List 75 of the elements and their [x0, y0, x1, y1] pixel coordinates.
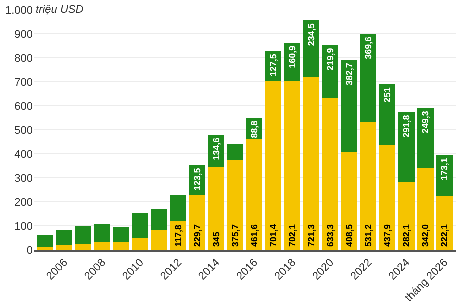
y-tick-label: 1.000	[5, 4, 33, 17]
bar	[37, 246, 54, 250]
bar	[37, 236, 54, 247]
bar	[132, 213, 149, 238]
data-label: 291,8	[402, 115, 412, 138]
data-label: 123,5	[192, 168, 202, 191]
bar	[208, 167, 225, 250]
bar	[379, 84, 396, 145]
bar	[227, 144, 244, 160]
data-label: 721,3	[306, 224, 317, 247]
bar	[113, 242, 130, 250]
y-tick-label: 100	[14, 220, 33, 233]
y-tick-label: 200	[14, 196, 33, 209]
data-label: 251	[382, 88, 393, 103]
data-label: 219,9	[326, 48, 336, 71]
bar	[322, 98, 339, 250]
data-label: 88,8	[250, 120, 260, 138]
data-label: 342,0	[420, 224, 431, 247]
data-label: 461,6	[250, 224, 260, 247]
data-label: 117,8	[173, 224, 184, 247]
y-tick-label: 300	[14, 172, 33, 185]
data-label: 701,4	[268, 224, 279, 247]
data-label: 531,2	[364, 224, 374, 247]
bar	[436, 196, 453, 250]
bar	[94, 242, 111, 250]
data-label: 369,6	[364, 36, 374, 60]
y-tick-label: 900	[14, 28, 33, 41]
bar	[398, 112, 415, 182]
bar	[303, 76, 320, 250]
bar	[132, 238, 149, 250]
data-label: 222,1	[440, 224, 450, 247]
data-label: 702,1	[288, 224, 298, 247]
bar	[379, 144, 396, 250]
bar	[56, 230, 73, 246]
data-label: 229,7	[192, 224, 202, 247]
bar	[56, 245, 73, 250]
data-label: 127,5	[268, 54, 279, 77]
y-tick-label: 500	[14, 124, 33, 137]
y-tick-label: 700	[14, 76, 33, 89]
y-tick-label: 800	[14, 52, 33, 65]
bar	[170, 195, 187, 222]
data-label: 437,9	[382, 224, 393, 247]
data-label: 173,1	[440, 158, 450, 181]
data-label: 408,5	[344, 224, 355, 247]
data-label: 282,1	[402, 224, 412, 247]
bar	[75, 244, 92, 250]
y-tick-label: 400	[14, 148, 33, 161]
data-label: 134,6	[211, 138, 222, 160]
data-label: 249,3	[420, 111, 431, 134]
bar	[341, 60, 358, 152]
bar	[436, 155, 453, 197]
bar	[265, 82, 282, 250]
bar	[417, 108, 434, 168]
bar	[75, 226, 92, 244]
bar	[151, 230, 168, 250]
data-label: 633,3	[326, 224, 336, 247]
bar	[360, 122, 377, 250]
y-axis-title: triệu USD	[36, 4, 84, 16]
bar	[113, 226, 130, 242]
data-label: 375,7	[230, 224, 240, 247]
bar	[341, 152, 358, 250]
y-tick-label: 600	[14, 100, 33, 113]
data-label: 160,9	[288, 46, 298, 68]
bar	[417, 168, 434, 250]
bar	[284, 82, 301, 250]
bar	[94, 224, 111, 242]
bar	[227, 160, 244, 250]
bar	[246, 139, 263, 250]
y-tick-label: 0	[26, 244, 33, 257]
data-label: 382,7	[344, 63, 355, 86]
data-label: 234,5	[306, 24, 317, 46]
bar	[151, 209, 168, 230]
data-label: 345	[211, 232, 222, 247]
bar	[360, 34, 377, 123]
bar	[398, 182, 415, 250]
